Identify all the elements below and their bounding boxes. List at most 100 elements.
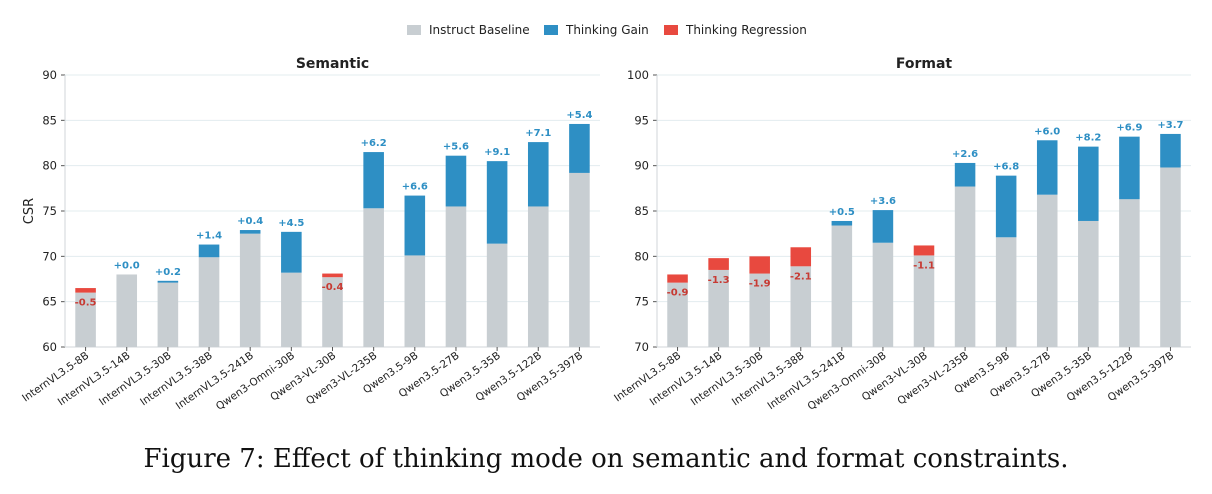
y-tick-label: 90 bbox=[634, 159, 649, 173]
delta-label-qwen3-vl-30b: -0.4 bbox=[322, 282, 344, 293]
bar-gain-qwen3-5-397b bbox=[1160, 133, 1181, 168]
bar-baseline-internvl3-5-8b bbox=[75, 292, 96, 347]
y-tick-label: 95 bbox=[634, 113, 649, 127]
legend-swatch-thinking-gain bbox=[544, 25, 558, 35]
bar-regression-qwen3-vl-30b bbox=[322, 273, 343, 278]
bar-baseline-qwen3-5-122b bbox=[1119, 199, 1140, 347]
y-tick-label: 90 bbox=[42, 68, 57, 82]
delta-label-qwen3-5-35b: +8.2 bbox=[1075, 133, 1101, 144]
delta-label-qwen3-5-397b: +3.7 bbox=[1157, 120, 1183, 131]
bar-gain-internvl3-5-38b bbox=[198, 244, 220, 258]
delta-label-qwen3-5-122b: +6.9 bbox=[1116, 123, 1142, 134]
delta-label-qwen3-omni-30b: +3.6 bbox=[870, 196, 896, 207]
bar-baseline-qwen3-5-27b bbox=[1036, 194, 1058, 347]
y-tick-label: 100 bbox=[627, 68, 649, 82]
bar-gain-qwen3-omni-30b bbox=[872, 210, 894, 243]
bar-baseline-internvl3-5-241b bbox=[831, 225, 853, 347]
bar-regression-internvl3-5-30b bbox=[749, 256, 770, 274]
y-tick-label: 70 bbox=[42, 249, 57, 263]
x-tick-label: InternVL3.5-14B bbox=[56, 350, 133, 409]
delta-label-qwen3-5-27b: +5.6 bbox=[443, 142, 469, 153]
bar-baseline-internvl3-5-8b bbox=[667, 282, 688, 347]
bar-baseline-internvl3-5-30b bbox=[157, 282, 179, 347]
bar-gain-qwen3-5-9b bbox=[404, 195, 426, 256]
delta-label-qwen3-5-35b: +9.1 bbox=[484, 147, 510, 158]
format-chart-panel: 70 75 80 85 90 95 100 Format -0.9 InternVL3.5-8B -… bbox=[612, 56, 1191, 413]
bar-gain-qwen3-5-35b bbox=[1078, 146, 1099, 221]
legend-swatch-instruct-baseline bbox=[407, 25, 421, 35]
x-tick-label: InternVL3.5-14B bbox=[648, 350, 725, 409]
figure-caption: Figure 7: Effect of thinking mode on sem… bbox=[143, 444, 1069, 474]
bar-baseline-qwen3-omni-30b bbox=[872, 242, 894, 347]
bar-baseline-internvl3-5-38b bbox=[198, 257, 220, 347]
bar-gain-qwen3-5-397b bbox=[569, 123, 590, 173]
bar-regression-internvl3-5-14b bbox=[708, 258, 729, 270]
y-tick-label: 60 bbox=[42, 340, 57, 354]
bar-gain-qwen3-5-27b bbox=[445, 155, 467, 207]
y-tick-label: 75 bbox=[634, 295, 649, 309]
chart-title: Semantic bbox=[296, 56, 369, 72]
y-tick-label: 70 bbox=[634, 340, 649, 354]
x-tick-label: InternVL3.5-8B bbox=[612, 350, 683, 405]
delta-label-qwen3-vl-235b: +2.6 bbox=[952, 149, 978, 160]
bar-gain-qwen3-5-9b bbox=[995, 175, 1017, 238]
bar-baseline-qwen3-5-397b bbox=[569, 172, 590, 347]
bar-baseline-qwen3-vl-30b bbox=[913, 255, 935, 347]
delta-label-internvl3-5-241b: +0.5 bbox=[829, 207, 855, 218]
bar-baseline-internvl3-5-14b bbox=[708, 269, 729, 347]
delta-label-internvl3-5-8b: -0.5 bbox=[75, 298, 97, 309]
delta-label-qwen3-5-397b: +5.4 bbox=[566, 110, 592, 121]
bar-baseline-qwen3-5-122b bbox=[527, 206, 549, 347]
bar-baseline-qwen3-5-35b bbox=[486, 243, 508, 347]
delta-label-qwen3-omni-30b: +4.5 bbox=[278, 218, 304, 229]
bar-gain-internvl3-5-241b bbox=[831, 220, 853, 226]
x-tick-label: InternVL3.5-8B bbox=[20, 350, 91, 405]
delta-label-qwen3-5-9b: +6.8 bbox=[993, 162, 1019, 173]
delta-label-internvl3-5-8b: -0.9 bbox=[667, 288, 689, 299]
bar-baseline-qwen3-5-397b bbox=[1160, 167, 1181, 347]
bar-regression-internvl3-5-8b bbox=[75, 288, 96, 293]
bar-gain-internvl3-5-30b bbox=[157, 280, 179, 283]
y-axis-label: CSR bbox=[22, 198, 37, 224]
bar-regression-qwen3-vl-30b bbox=[913, 245, 935, 256]
y-tick-label: 85 bbox=[42, 113, 57, 127]
bar-baseline-qwen3-omni-30b bbox=[281, 272, 302, 347]
bar-gain-qwen3-omni-30b bbox=[281, 231, 302, 273]
bar-baseline-internvl3-5-241b bbox=[239, 233, 261, 347]
bar-gain-qwen3-vl-235b bbox=[363, 152, 384, 209]
delta-label-internvl3-5-30b: +0.2 bbox=[155, 267, 181, 278]
semantic-chart-panel: 60 65 70 75 80 85 90 Semantic CSR -0.5 InternVL3.5… bbox=[20, 56, 600, 413]
x-tick-label: InternVL3.5-30B bbox=[97, 350, 174, 409]
bar-baseline-qwen3-vl-30b bbox=[322, 277, 343, 347]
delta-label-internvl3-5-38b: +1.4 bbox=[196, 231, 222, 242]
bar-gain-qwen3-5-27b bbox=[1036, 140, 1058, 195]
x-tick-label: Qwen3-VL-235B bbox=[304, 350, 379, 408]
bar-gain-qwen3-vl-235b bbox=[954, 162, 976, 187]
y-tick-label: 65 bbox=[42, 295, 57, 309]
y-tick-label: 75 bbox=[42, 204, 57, 218]
bar-baseline-qwen3-5-27b bbox=[445, 206, 467, 347]
y-tick-label: 85 bbox=[634, 204, 649, 218]
bar-baseline-qwen3-5-9b bbox=[404, 255, 426, 347]
legend-label-thinking-gain: Thinking Gain bbox=[565, 23, 649, 37]
bar-gain-qwen3-5-122b bbox=[527, 142, 549, 207]
delta-label-qwen3-5-9b: +6.6 bbox=[402, 182, 428, 193]
bar-baseline-internvl3-5-30b bbox=[749, 273, 770, 347]
bar-gain-qwen3-5-35b bbox=[486, 161, 508, 244]
delta-label-internvl3-5-241b: +0.4 bbox=[237, 216, 263, 227]
y-tick-label: 80 bbox=[634, 249, 649, 263]
delta-label-qwen3-5-27b: +6.0 bbox=[1034, 126, 1060, 137]
legend-swatch-thinking-regression bbox=[664, 25, 678, 35]
legend-label-thinking-regression: Thinking Regression bbox=[685, 23, 807, 37]
bar-gain-internvl3-5-241b bbox=[239, 230, 261, 234]
delta-label-qwen3-5-122b: +7.1 bbox=[525, 128, 551, 139]
bar-baseline-internvl3-5-38b bbox=[790, 266, 812, 347]
x-tick-label: InternVL3.5-30B bbox=[689, 350, 766, 409]
chart-title: Format bbox=[896, 56, 953, 72]
y-tick-label: 80 bbox=[42, 159, 57, 173]
delta-label-internvl3-5-14b: +0.0 bbox=[114, 260, 140, 271]
x-tick-label: Qwen3-VL-235B bbox=[895, 350, 970, 408]
bar-baseline-qwen3-vl-235b bbox=[954, 186, 976, 347]
bar-regression-internvl3-5-8b bbox=[667, 274, 688, 283]
